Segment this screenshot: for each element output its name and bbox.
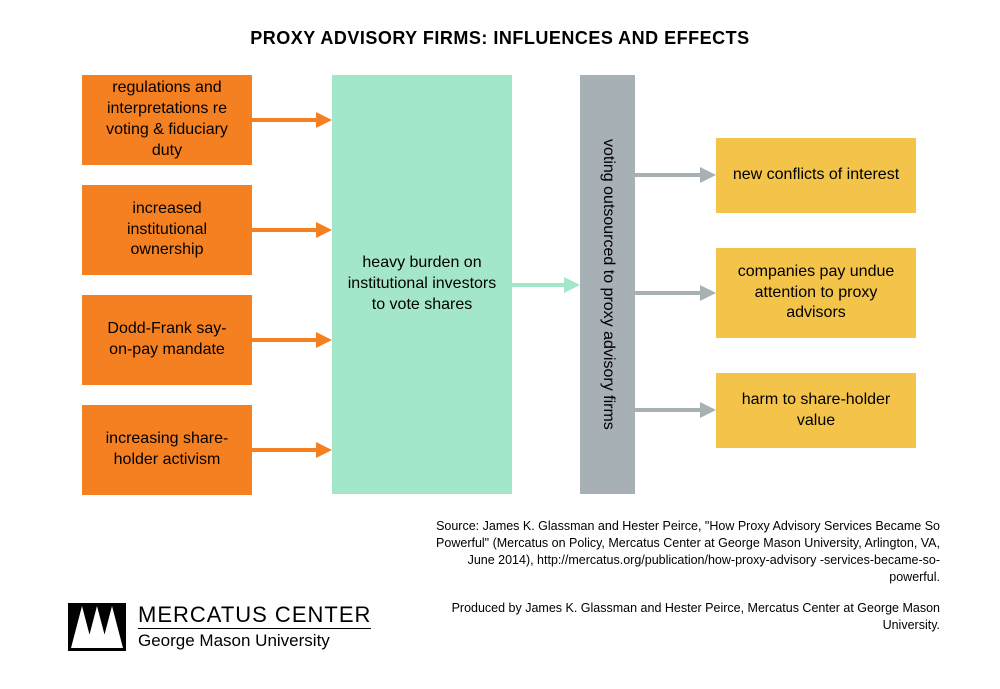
- output-box-3: harm to share-holder value: [716, 373, 916, 448]
- output-box-2-label: companies pay undue attention to proxy a…: [730, 262, 902, 324]
- logo-text: MERCATUS CENTER George Mason University: [138, 602, 371, 651]
- logo-name: MERCATUS CENTER: [138, 602, 371, 628]
- center-box-label: heavy burden on institutional investors …: [346, 253, 498, 315]
- logo-subtitle: George Mason University: [138, 628, 371, 651]
- output-box-1: new conflicts of interest: [716, 138, 916, 213]
- output-box-2: companies pay undue attention to proxy a…: [716, 248, 916, 338]
- arrow-left-3: [252, 328, 332, 352]
- input-box-3-label: Dodd-Frank say-on-pay mandate: [96, 319, 238, 361]
- input-box-2-label: increased institutional ownership: [96, 199, 238, 261]
- input-box-4: increasing share-holder activism: [82, 405, 252, 495]
- gray-box-label: voting outsourced to proxy advisory firm…: [597, 139, 618, 430]
- gray-box: voting outsourced to proxy advisory firm…: [580, 75, 635, 494]
- center-box: heavy burden on institutional investors …: [332, 75, 512, 494]
- input-box-1-label: regulations and interpretations re votin…: [96, 78, 238, 161]
- arrow-left-2: [252, 218, 332, 242]
- output-box-1-label: new conflicts of interest: [733, 165, 899, 186]
- arrow-center: [512, 273, 580, 297]
- arrow-left-1: [252, 108, 332, 132]
- arrow-left-4: [252, 438, 332, 462]
- output-box-3-label: harm to share-holder value: [730, 390, 902, 432]
- mercatus-logo: MERCATUS CENTER George Mason University: [68, 602, 371, 651]
- input-box-1: regulations and interpretations re votin…: [82, 75, 252, 165]
- source-citation: Source: James K. Glassman and Hester Pei…: [420, 518, 940, 586]
- input-box-4-label: increasing share-holder activism: [96, 429, 238, 471]
- arrow-right-3: [635, 398, 716, 422]
- page-title: PROXY ADVISORY FIRMS: INFLUENCES AND EFF…: [0, 28, 1000, 49]
- arrow-right-2: [635, 281, 716, 305]
- mercatus-icon: [68, 603, 126, 651]
- input-box-2: increased institutional ownership: [82, 185, 252, 275]
- produced-by: Produced by James K. Glassman and Hester…: [420, 600, 940, 634]
- arrow-right-1: [635, 163, 716, 187]
- input-box-3: Dodd-Frank say-on-pay mandate: [82, 295, 252, 385]
